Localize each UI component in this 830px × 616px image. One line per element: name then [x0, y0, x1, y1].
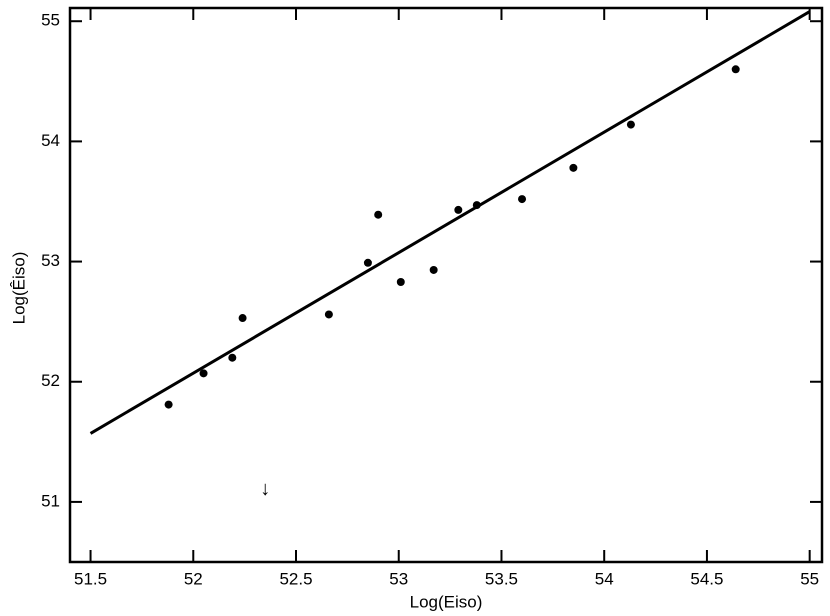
y-tick-label: 52	[41, 371, 60, 390]
point	[518, 195, 527, 204]
point	[324, 310, 333, 319]
x-axis-label: Log(Eiso)	[410, 592, 483, 611]
annotation: ↓	[260, 478, 270, 500]
x-tick-label: 54.5	[690, 569, 723, 588]
x-tick-label: 53.5	[485, 569, 518, 588]
y-axis-label: Log(Êiso)	[9, 252, 28, 325]
x-tick-label: 54	[595, 569, 614, 588]
point	[396, 277, 405, 286]
y-tick-label: 53	[41, 251, 60, 270]
point	[374, 210, 383, 219]
plot-frame	[68, 6, 824, 564]
point	[164, 400, 173, 409]
y-tick-label: 55	[41, 11, 60, 30]
x-tick-label: 51.5	[74, 569, 107, 588]
y-tick-label: 54	[41, 131, 60, 150]
point	[199, 369, 208, 378]
point	[363, 258, 372, 267]
point	[626, 120, 635, 129]
x-tick-label: 55	[800, 569, 819, 588]
x-tick-label: 52.5	[279, 569, 312, 588]
point	[472, 201, 481, 210]
point	[454, 205, 463, 214]
point	[429, 265, 438, 274]
point	[731, 65, 740, 74]
point	[238, 314, 247, 323]
point	[569, 163, 578, 172]
x-tick-label: 52	[184, 569, 203, 588]
fit-line	[89, 10, 811, 435]
x-tick-label: 53	[389, 569, 408, 588]
point	[228, 353, 237, 362]
y-tick-label: 51	[41, 491, 60, 510]
